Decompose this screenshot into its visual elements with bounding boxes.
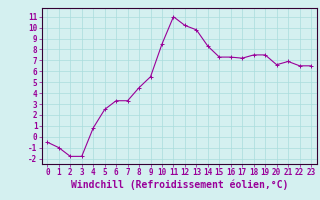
X-axis label: Windchill (Refroidissement éolien,°C): Windchill (Refroidissement éolien,°C)	[70, 180, 288, 190]
